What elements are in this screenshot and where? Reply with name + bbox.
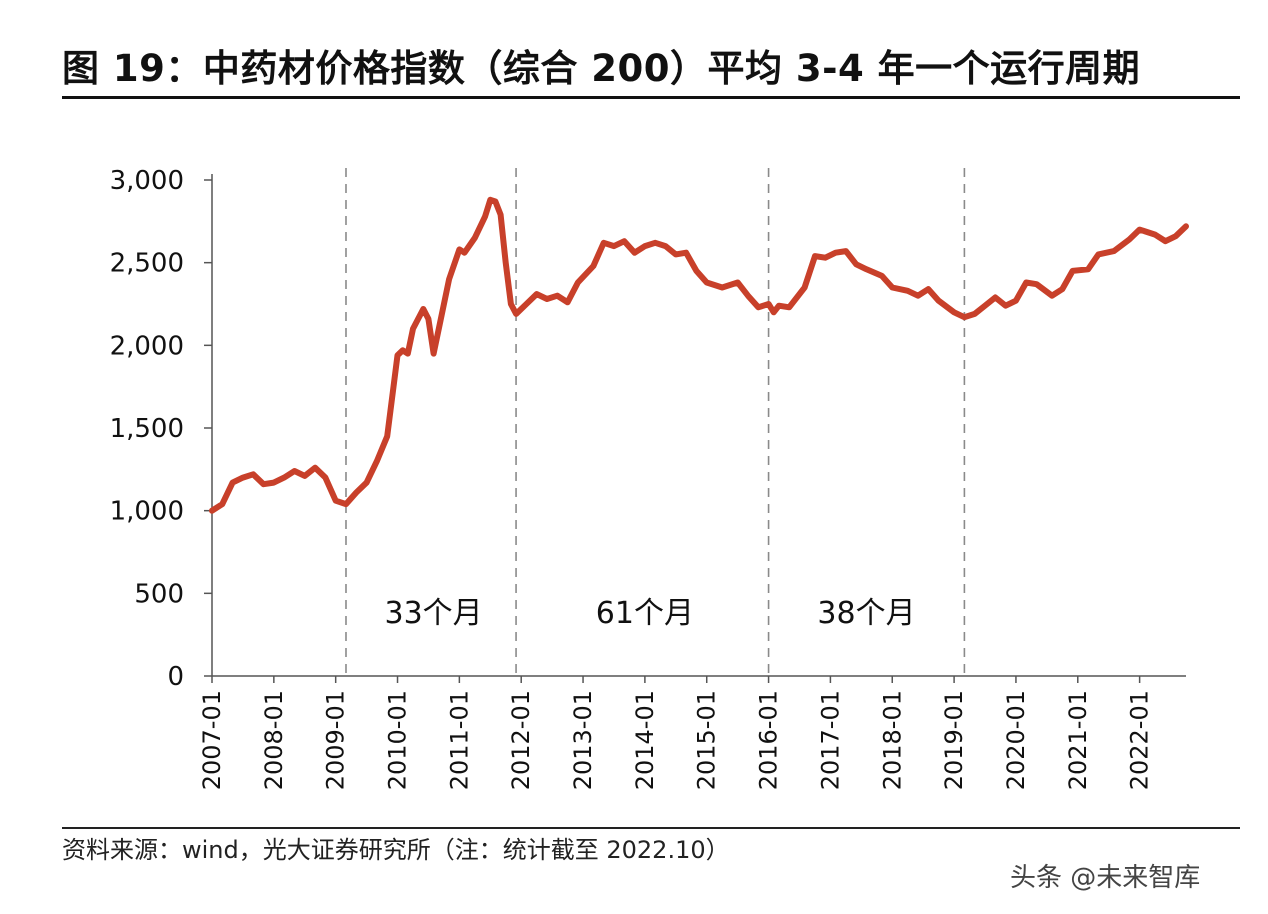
watermark: 头条 @未来智库: [1010, 863, 1201, 893]
chart-axes: [211, 174, 1186, 677]
x-tick-label: 2011-01: [445, 690, 473, 790]
x-tick-label: 2008-01: [260, 690, 288, 790]
series-lines: [209, 196, 1189, 514]
y-tick-label: 1,500: [110, 414, 184, 444]
cycle-duration-label: 33个月: [385, 596, 483, 631]
x-tick-label: 2021-01: [1064, 690, 1092, 790]
x-tick-label: 2013-01: [569, 690, 597, 790]
x-tick-label: 2019-01: [940, 690, 968, 790]
title-rule: [62, 96, 1240, 99]
y-tick-label: 0: [167, 662, 184, 692]
y-tick-label: 500: [134, 579, 184, 609]
x-tick-label: 2022-01: [1126, 690, 1154, 790]
y-tick-label: 2,500: [110, 249, 184, 279]
footer-rule: [62, 827, 1240, 829]
x-tick-label: 2014-01: [631, 690, 659, 790]
y-tick-label: 2,000: [110, 331, 184, 361]
x-tick-label: 2016-01: [755, 690, 783, 790]
chart-title: 图 19：中药材价格指数（综合 200）平均 3-4 年一个运行周期: [62, 47, 1141, 90]
y-axis-ticks: 0 500 1,000 1,500 2,000 2,500 3,000: [110, 166, 212, 692]
cycle-duration-label: 61个月: [596, 596, 694, 631]
cycle-annotations: 33个月 61个月 38个月: [385, 596, 916, 631]
x-tick-label: 2009-01: [322, 690, 350, 790]
price-index-line: [209, 196, 1189, 514]
x-tick-label: 2018-01: [878, 690, 906, 790]
x-tick-label: 2012-01: [507, 690, 535, 790]
x-axis-ticks: 2007-01 2008-01 2009-01 2010-01 2011-01 2012-…: [198, 676, 1154, 790]
x-tick-label: 2010-01: [384, 690, 412, 790]
cycle-duration-label: 38个月: [817, 596, 915, 631]
x-tick-label: 2017-01: [816, 690, 844, 790]
y-tick-label: 1,000: [110, 497, 184, 527]
source-note: 资料来源：wind，光大证券研究所（注：统计截至 2022.10）: [62, 836, 730, 864]
cycle-dividers: [345, 168, 966, 676]
x-tick-label: 2007-01: [198, 690, 226, 790]
y-tick-label: 3,000: [110, 166, 184, 196]
x-tick-label: 2015-01: [693, 690, 721, 790]
x-tick-label: 2020-01: [1002, 690, 1030, 790]
